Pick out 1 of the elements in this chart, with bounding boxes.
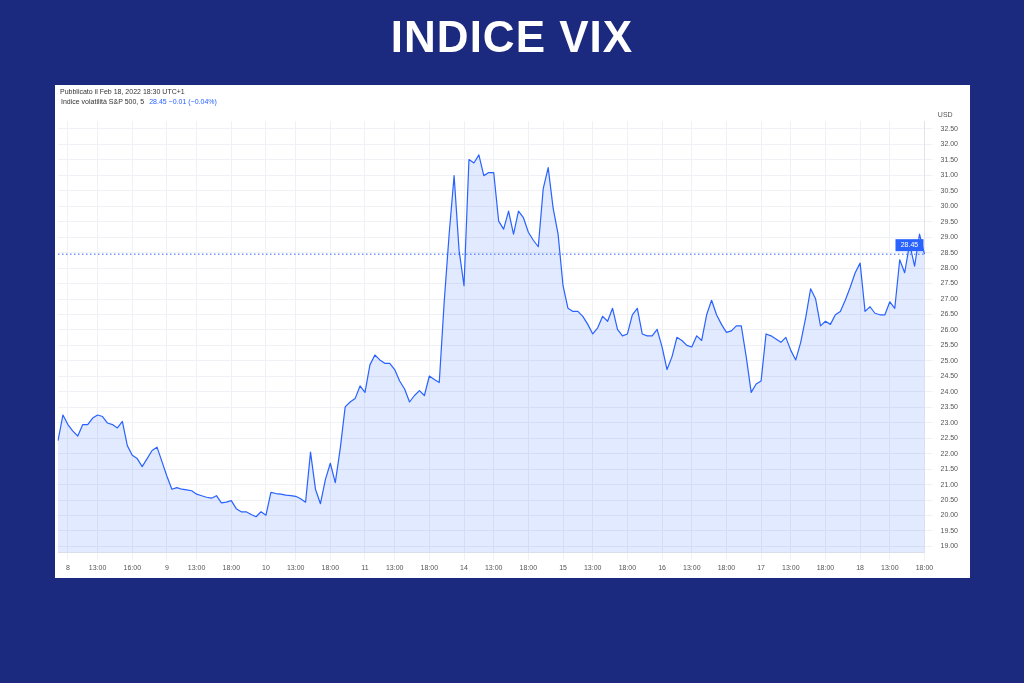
- chart-title: INDICE VIX: [389, 12, 635, 62]
